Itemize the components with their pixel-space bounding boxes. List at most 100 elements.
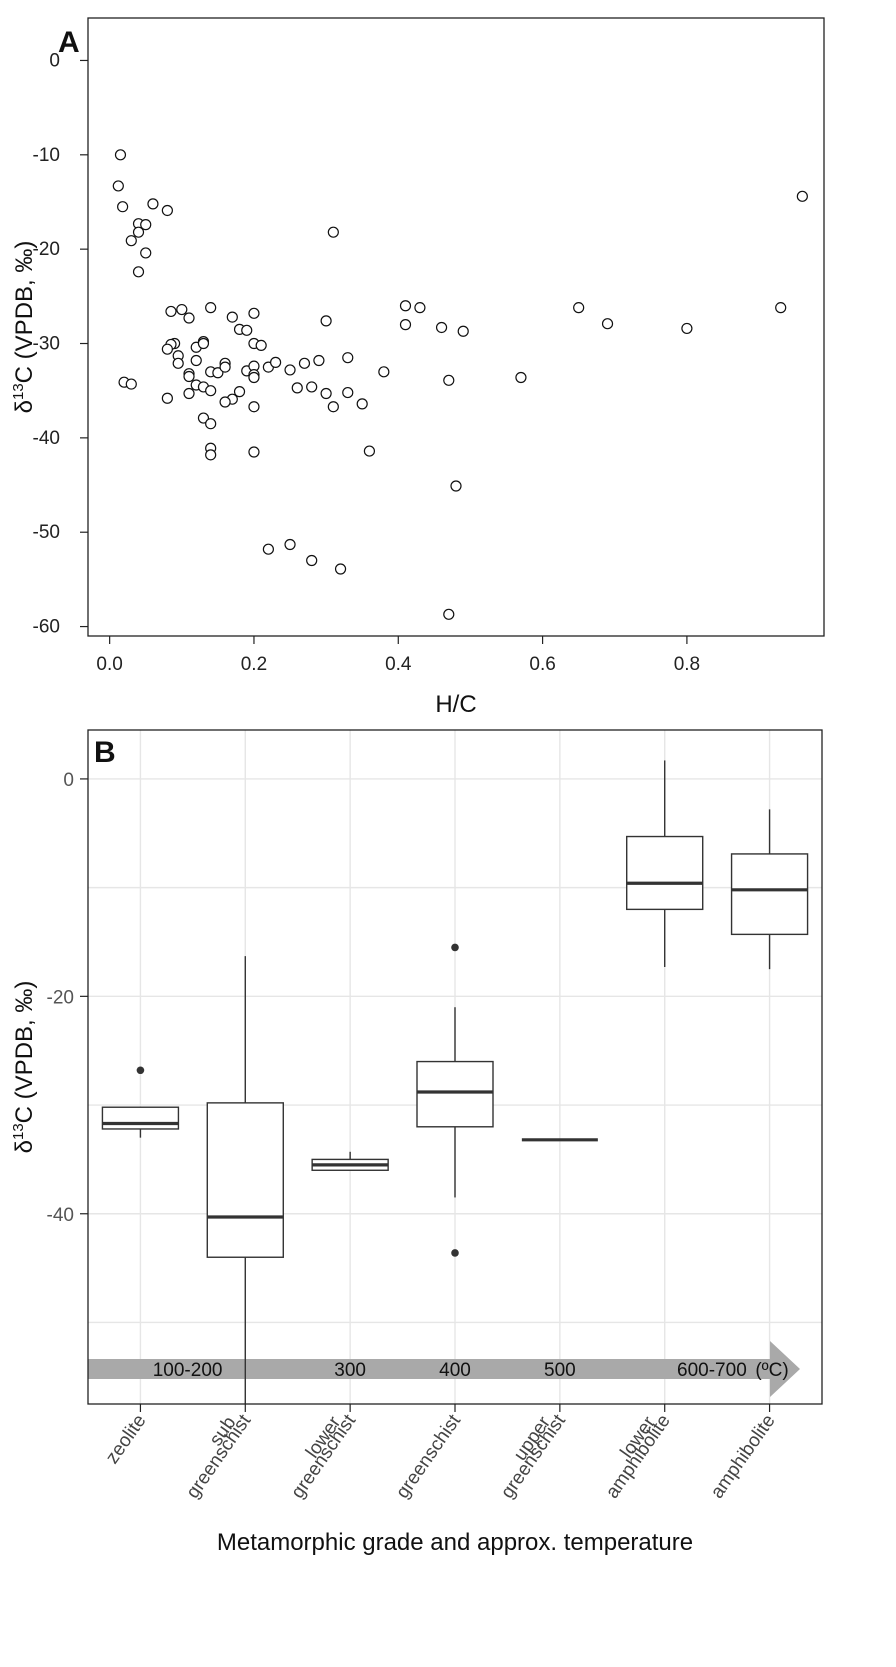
panel-a-x-tick-label: 0.0 [96, 654, 122, 675]
scatter-point [450, 480, 462, 492]
scatter-point [205, 385, 217, 397]
scatter-point [435, 321, 448, 334]
scatter-point [334, 563, 347, 575]
scatter-point [681, 322, 693, 335]
scatter-point [284, 364, 296, 376]
scatter-point [132, 266, 145, 278]
scatter-point [190, 354, 202, 367]
scatter-point [248, 446, 260, 458]
panel-b-letter: B [94, 736, 116, 769]
temperature-label: 400 [439, 1360, 471, 1381]
panel-a-frame [87, 17, 825, 637]
scatter-point [165, 305, 177, 318]
scatter-point [284, 538, 296, 551]
panel-a-y-tick-label: -50 [33, 522, 60, 543]
scatter-point [125, 235, 137, 247]
scatter-point [443, 374, 455, 386]
box-iqr [730, 853, 809, 936]
scatter-point [298, 357, 311, 369]
panel-b-y-axis-label: δ13C (VPDB, ‰) [10, 981, 38, 1154]
scatter-point [197, 337, 210, 350]
temperature-arrow [88, 1341, 800, 1397]
panel-a-y-tick-label: -10 [33, 145, 60, 166]
scatter-point [219, 361, 231, 373]
scatter-point [306, 554, 318, 567]
box-iqr [206, 1102, 284, 1258]
scatter-point [255, 339, 267, 351]
panel-b-y-tick-label: -40 [47, 1205, 74, 1226]
scatter-point [327, 226, 339, 238]
panel-b-x-axis-label: Metamorphic grade and approx. temperatur… [217, 1529, 693, 1556]
scatter-point [327, 401, 339, 413]
panel-a-y-tick-label: -30 [33, 334, 60, 355]
scatter-point [183, 387, 195, 400]
scatter-point [112, 180, 124, 192]
scatter-point [161, 392, 173, 404]
panel-b-category-label: greenschist [392, 1410, 465, 1502]
scatter-point [378, 366, 390, 378]
scatter-point [399, 300, 412, 312]
scatter-point [161, 343, 173, 355]
panel-a-y-tick-label: -60 [33, 617, 60, 638]
scatter-point [212, 367, 224, 379]
scatter-point [183, 370, 195, 383]
scatter-point [306, 381, 318, 393]
panel-b-y-tick-label: -20 [47, 987, 74, 1008]
scatter-point [117, 201, 129, 213]
scatter-point [457, 325, 469, 337]
scatter-point [313, 354, 325, 367]
scatter-point [320, 315, 332, 327]
scatter-point [414, 302, 426, 314]
temperature-label: 300 [334, 1360, 366, 1381]
temperature-label: 500 [544, 1360, 576, 1381]
scatter-point [205, 418, 217, 430]
scatter-point [775, 302, 787, 314]
box-iqr [626, 835, 704, 911]
panel-a-x-tick-label: 0.8 [674, 654, 700, 675]
scatter-point [172, 357, 184, 369]
scatter-point [601, 318, 614, 330]
scatter-point [132, 226, 145, 238]
panel-a-y-tick-label: -20 [33, 239, 60, 260]
scatter-point [443, 608, 455, 620]
panel-a-letter: A [58, 26, 80, 59]
box-iqr [101, 1106, 180, 1130]
scatter-point [114, 149, 127, 161]
scatter-point [205, 449, 217, 461]
panel-a-y-tick-label: 0 [49, 50, 60, 71]
scatter-point [248, 371, 260, 384]
panel-a-y-axis-label: δ13C (VPDB, ‰) [10, 241, 38, 414]
scatter-point [125, 378, 137, 390]
scatter-point [342, 386, 354, 399]
scatter-point [176, 303, 188, 316]
scatter-point [197, 412, 210, 424]
panel-a-y-tick-label: -40 [33, 428, 60, 449]
scatter-point [233, 386, 246, 398]
panel-a-x-tick-label: 0.6 [529, 654, 555, 675]
temperature-label: 100-200 [153, 1360, 223, 1381]
scatter-point [161, 204, 173, 217]
scatter-point [248, 307, 260, 319]
scatter-point [140, 219, 152, 231]
scatter-point [270, 356, 282, 368]
box-iqr [416, 1060, 494, 1128]
panel-b-category-label: amphibolite [707, 1411, 780, 1503]
scatter-point [291, 382, 303, 394]
scatter-point [262, 543, 274, 555]
panel-b-y-tick-label: 0 [63, 770, 74, 791]
box-outlier [451, 943, 459, 952]
scatter-point [342, 352, 354, 364]
scatter-point [140, 247, 152, 259]
scatter-point [399, 319, 412, 331]
scatter-point [796, 190, 808, 202]
scatter-point [320, 387, 332, 400]
panel-a-x-axis-label: H/C [435, 691, 476, 718]
panel-a-x-tick-label: 0.4 [385, 654, 412, 675]
scatter-point [248, 401, 260, 413]
panel-a-x-tick-label: 0.2 [241, 654, 267, 675]
scatter-point [219, 396, 231, 408]
temperature-unit: (ºC) [755, 1360, 788, 1381]
box-outlier [136, 1066, 145, 1075]
scatter-point [515, 371, 527, 384]
